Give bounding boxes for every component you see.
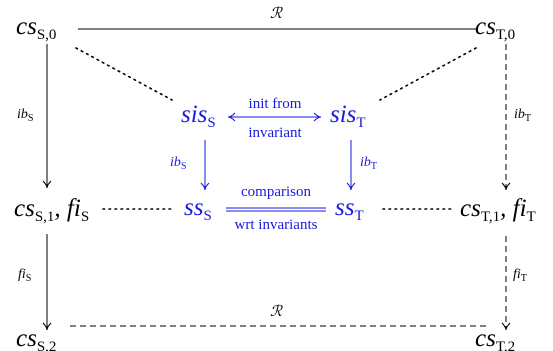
node-sis-s: sisS (181, 101, 216, 131)
node-ss-t: ssT (335, 194, 364, 224)
inner-right-ib-label: ibT (360, 155, 377, 172)
dotted-left-top (75, 47, 173, 101)
top-relation-label: ℛ (270, 4, 282, 22)
dotted-right-top (379, 47, 477, 101)
node-cs-s2: csS,2 (16, 325, 57, 351)
bottom-relation-label: ℛ (270, 302, 282, 320)
wrt-invariants-label: wrt invariants (234, 217, 318, 233)
init-from-label: init from (248, 96, 302, 112)
inner-left-ib-label: ibS (170, 155, 187, 172)
invariant-label: invariant (248, 125, 302, 141)
node-cs-t1-fi-t: csT,1, fiT (460, 195, 536, 225)
right-ib-label: ibT (514, 107, 531, 124)
node-cs-s0: csS,0 (16, 13, 57, 43)
node-ss-s: ssS (184, 194, 212, 224)
right-fi-label: fiT (513, 267, 527, 284)
node-cs-t2: csT,2 (475, 325, 516, 351)
left-fi-label: fiS (18, 267, 32, 284)
node-sis-t: sisT (330, 101, 366, 131)
left-ib-label: ibS (17, 107, 34, 124)
comparison-label: comparison (241, 184, 311, 200)
node-cs-t0: csT,0 (475, 13, 516, 43)
node-cs-s1-fi-s: csS,1, fiS (14, 195, 90, 225)
